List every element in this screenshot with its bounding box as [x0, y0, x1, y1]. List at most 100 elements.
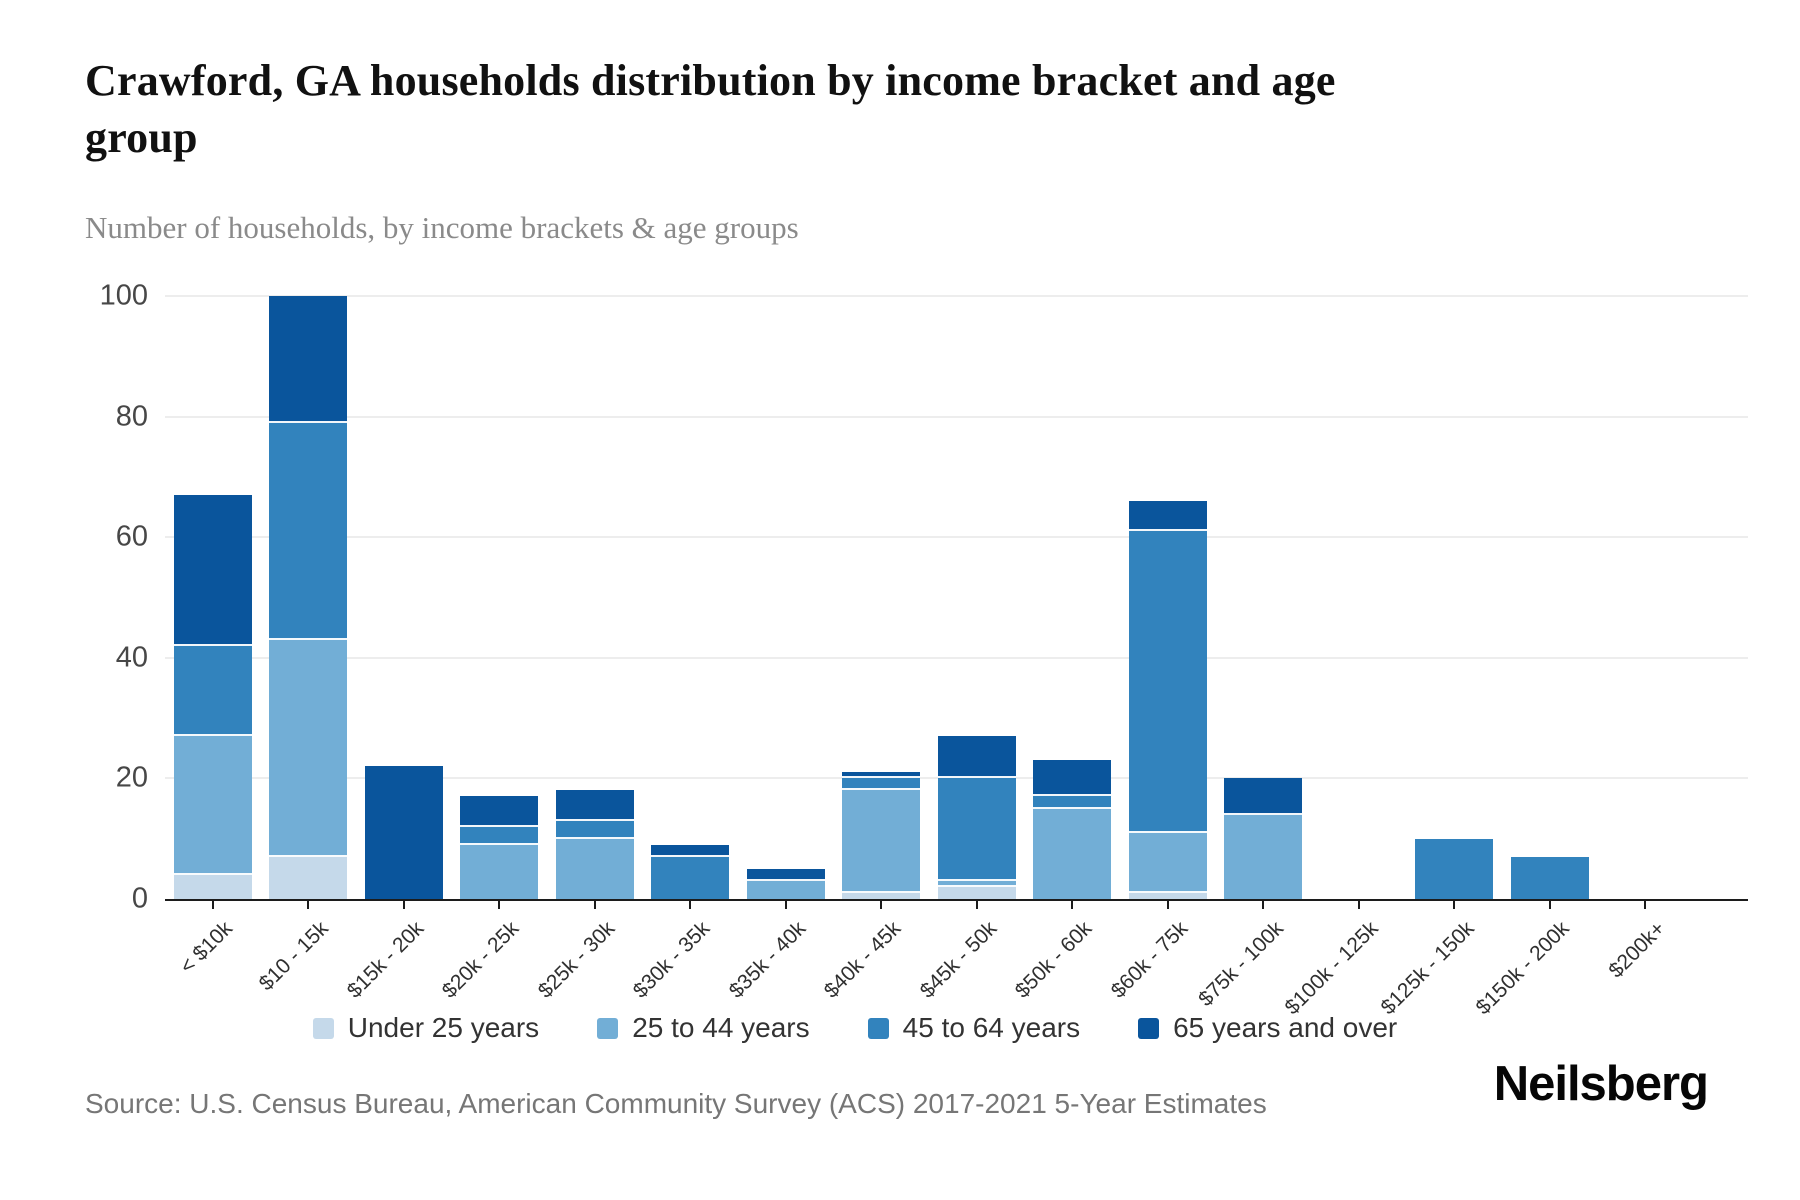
bar-segment[interactable] [460, 826, 539, 845]
x-axis-tick [689, 901, 692, 909]
bar-segment[interactable] [1128, 892, 1207, 899]
x-axis-tick-label: $125k - 150k [1376, 917, 1479, 1020]
legend-swatch-icon [312, 1017, 334, 1039]
x-axis-tick-label: $100k - 125k [1280, 917, 1384, 1020]
bar-segment[interactable] [651, 844, 730, 857]
bar-group-2 [269, 296, 348, 899]
bar-group-8 [842, 296, 921, 899]
page-title: Crawford, GA households distribution by … [85, 56, 1336, 163]
bar-segment[interactable] [1224, 814, 1303, 899]
gridline-y-100 [165, 295, 1748, 297]
bar-segment[interactable] [1510, 856, 1589, 899]
y-axis-tick-label: 100 [99, 279, 148, 312]
bar-segment[interactable] [842, 772, 921, 779]
gridline-y-60 [165, 536, 1748, 539]
legend-swatch-icon [1138, 1017, 1160, 1039]
bar-group-14 [1415, 296, 1494, 899]
bar-group-4 [460, 296, 539, 899]
bar-segment[interactable] [842, 790, 921, 893]
legend-swatch-icon [597, 1017, 619, 1039]
x-axis-tick-label: $45k - 50k [915, 917, 1002, 1003]
legend-label: 65 years and over [1173, 1012, 1398, 1043]
bar-segment[interactable] [937, 736, 1016, 779]
x-axis-tick-label: $30k - 35k [628, 917, 715, 1003]
bar-segment[interactable] [173, 645, 252, 737]
x-axis-tick [784, 901, 787, 909]
x-axis-tick [975, 901, 978, 909]
x-axis-tick [593, 901, 596, 909]
bar-segment[interactable] [937, 886, 1016, 899]
bar-segment[interactable] [555, 838, 634, 899]
legend-item[interactable]: Under 25 years [312, 1012, 540, 1044]
x-axis-tick [1644, 901, 1647, 909]
x-axis-tick-label: $75k - 100k [1193, 917, 1288, 1011]
bar-segment[interactable] [269, 296, 348, 423]
bar-segment[interactable] [269, 422, 348, 640]
bar-segment[interactable] [173, 736, 252, 875]
x-axis-tick [1357, 901, 1360, 909]
x-axis-tick-label: $50k - 60k [1010, 917, 1097, 1003]
legend-label: Under 25 years [347, 1012, 540, 1043]
bar-segment[interactable] [1033, 760, 1112, 797]
y-axis-tick-label: 20 [115, 761, 148, 794]
brand-logo: Neilsberg [1493, 1057, 1709, 1111]
bar-group-16 [1606, 296, 1684, 899]
x-axis-tick [402, 901, 405, 909]
bar-segment[interactable] [651, 856, 730, 899]
bar-group-12 [1224, 296, 1303, 899]
x-axis-tick [1262, 901, 1265, 909]
x-axis-tick-label: $40k - 45k [819, 917, 906, 1003]
bar-group-6 [651, 296, 730, 899]
bar-segment[interactable] [1128, 501, 1207, 532]
x-axis-tick [880, 901, 883, 909]
bar-segment[interactable] [1224, 778, 1303, 815]
bar-segment[interactable] [746, 880, 825, 899]
bar-segment[interactable] [555, 820, 634, 839]
bar-segment[interactable] [1415, 838, 1494, 899]
y-axis-tick-label: 40 [115, 641, 148, 674]
x-axis-tick-label: $10 - 15k [254, 917, 333, 996]
bar-segment[interactable] [269, 856, 348, 899]
legend-label: 25 to 44 years [632, 1012, 810, 1043]
legend: Under 25 years 25 to 44 years 45 to 64 yea… [0, 1012, 1710, 1044]
x-axis-tick-label: < $10k [175, 917, 238, 979]
legend-item[interactable]: 65 years and over [1138, 1012, 1397, 1044]
bar-segment[interactable] [460, 844, 539, 899]
legend-swatch-icon [867, 1017, 889, 1039]
legend-item[interactable]: 25 to 44 years [597, 1012, 810, 1044]
bar-segment[interactable] [1128, 531, 1207, 833]
bar-segment[interactable] [269, 639, 348, 857]
bar-segment[interactable] [746, 868, 825, 881]
bar-group-7 [746, 296, 825, 899]
bar-segment[interactable] [364, 766, 443, 899]
bar-segment[interactable] [1128, 832, 1207, 893]
bar-group-13 [1320, 296, 1398, 899]
bar-segment[interactable] [937, 880, 1016, 887]
y-axis-tick-label: 80 [115, 400, 148, 433]
bar-group-5 [555, 296, 634, 899]
x-axis-tick [1071, 901, 1074, 909]
x-axis-line [165, 899, 1748, 901]
y-axis-tick-label: 60 [115, 520, 148, 553]
legend-item[interactable]: 45 to 64 years [867, 1012, 1080, 1044]
source-note: Source: U.S. Census Bureau, American Com… [85, 1088, 1267, 1119]
x-axis-tick [1548, 901, 1551, 909]
x-axis-tick-label: $25k - 30k [533, 917, 620, 1003]
bar-group-9 [937, 296, 1016, 899]
bar-segment[interactable] [555, 790, 634, 821]
bar-group-3 [364, 296, 443, 899]
bar-segment[interactable] [937, 778, 1016, 881]
bar-group-10 [1033, 296, 1112, 899]
bar-segment[interactable] [460, 796, 539, 827]
bar-segment[interactable] [173, 494, 252, 646]
bar-segment[interactable] [173, 874, 252, 899]
bar-segment[interactable] [842, 778, 921, 791]
x-axis-tick-label: $20k - 25k [437, 917, 524, 1003]
page-subtitle: Number of households, by income brackets… [85, 210, 799, 245]
bar-segment[interactable] [842, 892, 921, 899]
y-axis-tick-label: 0 [131, 882, 148, 915]
bar-segment[interactable] [1033, 808, 1112, 899]
gridline-y-40 [165, 656, 1748, 659]
bar-segment[interactable] [1033, 796, 1112, 809]
